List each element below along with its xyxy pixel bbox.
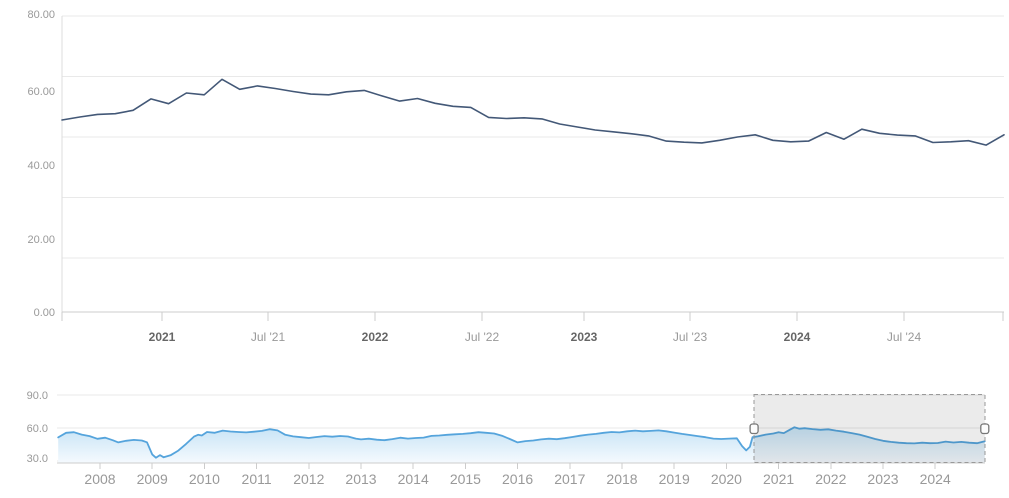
nav-x-label-2008: 2008 <box>84 471 115 487</box>
navigator-left-handle[interactable] <box>749 423 759 435</box>
nav-x-label-2023: 2023 <box>867 471 898 487</box>
nav-x-label-2013: 2013 <box>345 471 376 487</box>
main-series-line <box>61 78 1005 146</box>
main-y-label-60: 60.00 <box>27 86 55 98</box>
nav-x-label-2018: 2018 <box>606 471 637 487</box>
main-x-label-2024: 2024 <box>784 330 811 344</box>
nav-y-label-30: 30.0 <box>27 453 48 465</box>
nav-x-label-2010: 2010 <box>189 471 220 487</box>
nav-x-label-2014: 2014 <box>398 471 429 487</box>
main-y-label-20: 20.00 <box>27 234 55 246</box>
nav-x-label-2015: 2015 <box>450 471 481 487</box>
main-plot-area[interactable] <box>62 16 1004 312</box>
navigator-series-line <box>57 426 986 459</box>
nav-x-label-2009: 2009 <box>137 471 168 487</box>
main-x-label-jul23: Jul '23 <box>673 330 708 344</box>
nav-x-label-2020: 2020 <box>711 471 742 487</box>
main-x-label-jul21: Jul '21 <box>251 330 286 344</box>
main-y-label-80: 80.00 <box>27 9 55 21</box>
main-chart: 80.00 60.00 40.00 20.00 0.00 2021 Jul '2… <box>27 9 1005 344</box>
main-x-label-jul22: Jul '22 <box>465 330 500 344</box>
main-y-label-40: 40.00 <box>27 160 55 172</box>
nav-x-label-2024: 2024 <box>920 471 951 487</box>
navigator-selection-group <box>749 394 990 463</box>
nav-x-label-2022: 2022 <box>815 471 846 487</box>
navigator-right-handle[interactable] <box>980 423 990 435</box>
nav-x-label-2016: 2016 <box>502 471 533 487</box>
nav-x-label-2019: 2019 <box>659 471 690 487</box>
main-x-label-2023: 2023 <box>571 330 598 344</box>
nav-y-label-90: 90.0 <box>27 390 48 402</box>
main-x-ticks <box>61 312 1004 321</box>
main-y-label-0: 0.00 <box>34 307 55 319</box>
main-x-label-2022: 2022 <box>362 330 389 344</box>
nav-x-label-2021: 2021 <box>763 471 794 487</box>
nav-x-label-2017: 2017 <box>554 471 585 487</box>
nav-y-label-60: 60.0 <box>27 423 48 435</box>
main-x-label-2021: 2021 <box>149 330 176 344</box>
navigator-selected-range[interactable] <box>754 394 985 463</box>
main-x-label-jul24: Jul '24 <box>887 330 922 344</box>
nav-x-label-2012: 2012 <box>293 471 324 487</box>
nav-x-ticks <box>99 463 936 469</box>
navigator: 90.0 60.0 30.0 2008 2009 2010 2011 2012 … <box>27 390 990 487</box>
nav-x-label-2011: 2011 <box>242 471 272 487</box>
